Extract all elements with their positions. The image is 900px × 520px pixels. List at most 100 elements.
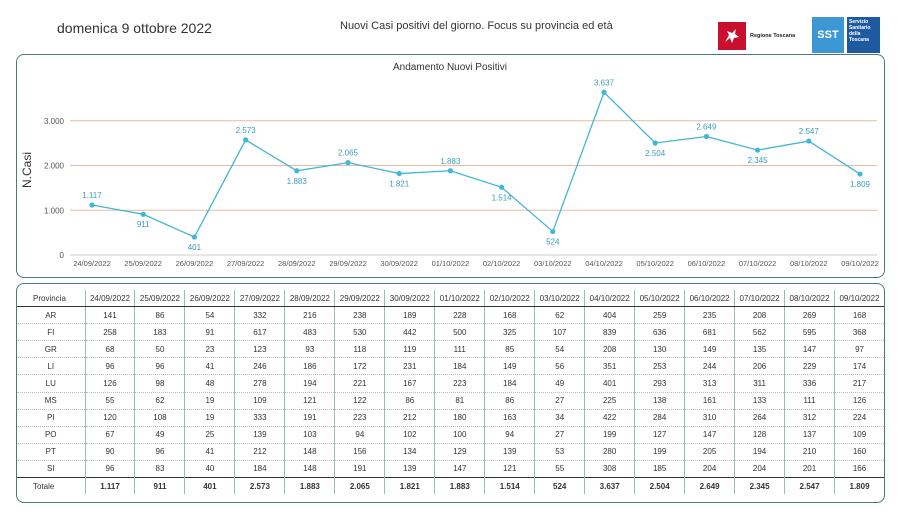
table-cell: 126 <box>834 392 884 410</box>
column-header-date: 01/10/2022 <box>434 290 485 308</box>
province-table: Provincia 24/09/2022 25/09/2022 26/09/2022 2… <box>17 290 884 495</box>
table-cell: 530 <box>334 323 385 342</box>
table-cell: 166 <box>834 460 884 479</box>
table-cell: 23 <box>184 340 235 359</box>
data-label: 3.637 <box>594 78 615 87</box>
x-tick-label: 29/09/2022 <box>329 259 367 268</box>
column-header-date: 29/09/2022 <box>334 290 385 308</box>
table-cell: 163 <box>484 409 535 427</box>
table-cell: 223 <box>434 374 485 393</box>
pegasus-icon <box>718 22 746 50</box>
table-cell: 111 <box>784 392 835 410</box>
table-cell: 103 <box>284 426 335 444</box>
table-cell: 206 <box>734 357 785 376</box>
table-cell: 185 <box>634 460 685 479</box>
data-label: 2.065 <box>338 149 359 158</box>
total-cell: 3.637 <box>584 477 635 495</box>
column-header-date: 25/09/2022 <box>134 290 185 308</box>
data-label: 2.345 <box>748 156 769 165</box>
table-cell: 56 <box>534 357 585 376</box>
total-cell: 2.065 <box>334 477 385 495</box>
table-cell: 119 <box>384 340 435 359</box>
table-cell: 223 <box>334 409 385 427</box>
table-cell: 138 <box>634 392 685 410</box>
column-header-date: 03/10/2022 <box>534 290 585 308</box>
data-label: 2.649 <box>696 122 717 131</box>
table-cell: 54 <box>534 340 585 359</box>
table-cell: 62 <box>134 392 185 410</box>
data-point <box>140 211 146 217</box>
x-tick-label: 04/10/2022 <box>585 259 623 268</box>
data-label: 1.514 <box>492 193 513 202</box>
data-label: 1.117 <box>82 191 102 200</box>
data-point <box>191 234 197 240</box>
table-cell: 617 <box>234 323 285 342</box>
total-cell: 401 <box>184 477 235 495</box>
table-cell: 19 <box>184 409 235 427</box>
table-cell: 48 <box>184 374 235 393</box>
table-cell: 174 <box>834 357 884 376</box>
table-row: SI 96 83 40 184 148 191 139 147 121 55 308 185 204 204… <box>17 460 884 479</box>
table-cell: 442 <box>384 323 435 342</box>
data-point <box>652 140 658 146</box>
table-cell: 49 <box>534 374 585 393</box>
table-cell: 86 <box>484 392 535 410</box>
table-cell: 133 <box>734 392 785 410</box>
table-cell: 49 <box>134 426 185 444</box>
table-cell: 128 <box>734 426 785 444</box>
table-cell: 147 <box>784 340 835 359</box>
province-name: LU <box>17 374 85 393</box>
table-cell: 210 <box>784 443 835 461</box>
table-cell: 253 <box>634 357 685 376</box>
province-name: SI <box>17 460 85 479</box>
table-cell: 199 <box>584 426 635 444</box>
table-cell: 85 <box>484 340 535 359</box>
table-cell: 149 <box>484 357 535 376</box>
table-row: LI 96 96 41 246 186 172 231 184 149 56 351 253 244 206… <box>17 357 884 376</box>
x-tick-label: 30/09/2022 <box>380 259 418 268</box>
report-date: domenica 9 ottobre 2022 <box>57 20 212 36</box>
column-header-date: 06/10/2022 <box>684 290 735 308</box>
table-cell: 194 <box>734 443 785 461</box>
total-cell: 2.649 <box>684 477 735 495</box>
line-chart: Andamento Nuovi Positivi N.Casi 0 1.000 2.00… <box>20 62 879 268</box>
total-cell: 2.504 <box>634 477 685 495</box>
table-cell: 246 <box>234 357 285 376</box>
table-cell: 96 <box>134 357 185 376</box>
table-cell: 25 <box>184 426 235 444</box>
table-cell: 54 <box>184 306 235 325</box>
table-cell: 636 <box>634 323 685 342</box>
y-tick-label: 1.000 <box>44 206 65 215</box>
column-header-date: 05/10/2022 <box>634 290 685 308</box>
table-row: PT 90 96 41 212 148 156 134 129 139 53 280 199 205 194… <box>17 443 884 461</box>
table-cell: 311 <box>734 374 785 393</box>
table-cell: 205 <box>684 443 735 461</box>
table-cell: 293 <box>634 374 685 393</box>
table-cell: 183 <box>134 323 185 342</box>
data-label: 401 <box>188 243 202 252</box>
data-label: 524 <box>546 238 560 247</box>
table-cell: 27 <box>534 392 585 410</box>
table-cell: 269 <box>784 306 835 325</box>
table-cell: 55 <box>534 460 585 479</box>
table-cell: 109 <box>834 426 884 444</box>
sst-logo: SST Servizio Sanitario della Toscana <box>812 17 880 53</box>
province-name: AR <box>17 306 85 325</box>
column-header-date: 30/09/2022 <box>384 290 435 308</box>
table-cell: 108 <box>134 409 185 427</box>
table-cell: 422 <box>584 409 635 427</box>
table-cell: 235 <box>684 306 735 325</box>
y-tick-label: 3.000 <box>44 117 65 126</box>
table-cell: 312 <box>784 409 835 427</box>
table-row: LU 126 98 48 278 194 221 167 223 184 49 401 293 313 31… <box>17 374 884 393</box>
total-cell: 1.514 <box>484 477 535 495</box>
table-cell: 332 <box>234 306 285 325</box>
data-point <box>345 160 351 166</box>
table-cell: 325 <box>484 323 535 342</box>
table-cell: 98 <box>134 374 185 393</box>
table-cell: 156 <box>334 443 385 461</box>
table-cell: 86 <box>384 392 435 410</box>
province-name: LI <box>17 357 85 376</box>
table-cell: 212 <box>234 443 285 461</box>
table-cell: 228 <box>434 306 485 325</box>
